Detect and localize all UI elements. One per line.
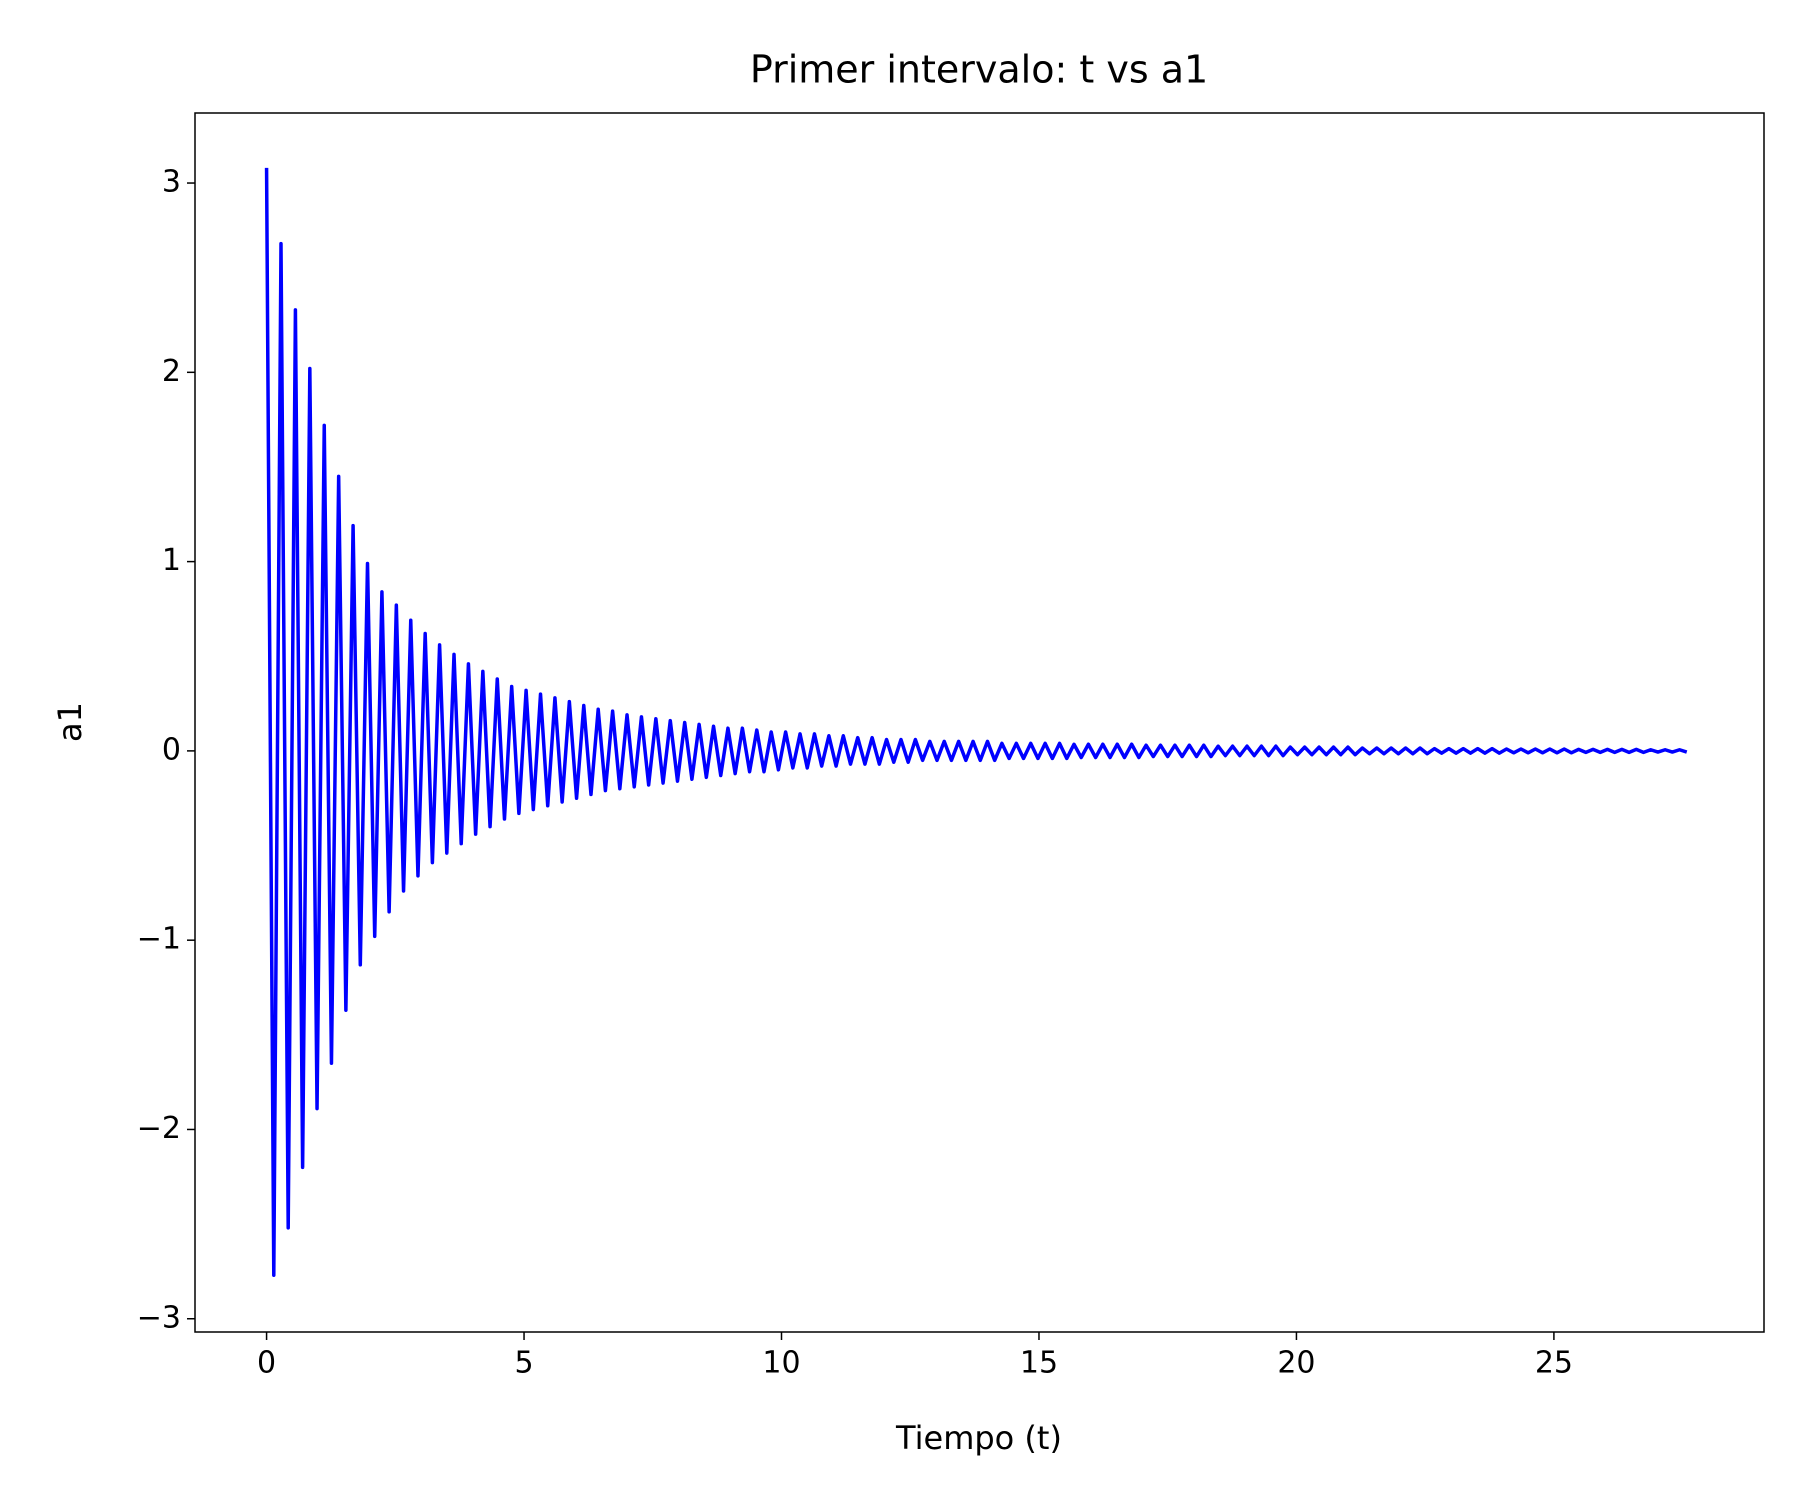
x-tick-label: 20 [1277, 1346, 1315, 1381]
x-tick-label: 0 [257, 1346, 276, 1381]
y-tick-label: −1 [137, 922, 181, 957]
y-axis-label: a1 [51, 702, 89, 742]
data-line [264, 167, 1688, 1277]
y-tick-label: −3 [137, 1300, 181, 1335]
x-tick-label: 25 [1535, 1346, 1573, 1381]
y-tick-label: 2 [162, 354, 181, 389]
x-axis-label: Tiempo (t) [895, 1419, 1062, 1457]
y-tick-label: 1 [162, 543, 181, 578]
x-tick-label: 15 [1020, 1346, 1058, 1381]
y-tick-label: 0 [162, 732, 181, 767]
chart-title: Primer intervalo: t vs a1 [750, 48, 1208, 92]
plot-frame [194, 112, 1765, 1333]
y-tick-label: 3 [162, 165, 181, 200]
x-tick-label: 5 [514, 1346, 533, 1381]
y-tick-label: −2 [137, 1111, 181, 1146]
x-tick-label: 10 [762, 1346, 800, 1381]
